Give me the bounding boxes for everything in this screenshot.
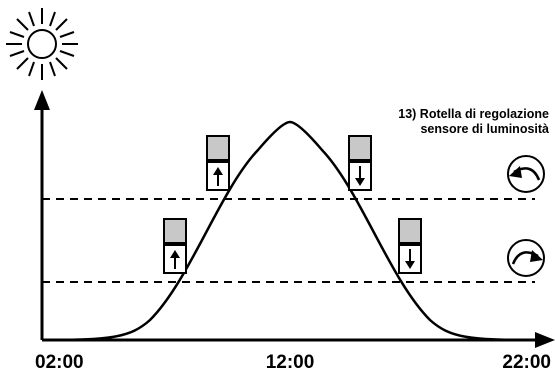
time-label-start: 02:00 (35, 352, 84, 373)
note-line-2: sensore di luminosità (420, 122, 549, 136)
shutter-down-icon (348, 135, 372, 191)
rotate-counterclockwise-icon (507, 155, 545, 193)
rotate-clockwise-icon (507, 239, 545, 277)
x-axis (42, 332, 555, 348)
light-intensity-curve (41, 120, 536, 342)
shutter-up-icon (206, 135, 230, 191)
shutter-down-icon (398, 218, 422, 274)
note-line-1: 13) Rotella di regolazione (398, 107, 549, 121)
time-label-mid: 12:00 (266, 352, 315, 373)
time-label-end: 22:00 (502, 352, 551, 373)
sun-icon (6, 8, 78, 80)
y-axis (34, 90, 50, 340)
shutter-up-icon (163, 218, 187, 274)
